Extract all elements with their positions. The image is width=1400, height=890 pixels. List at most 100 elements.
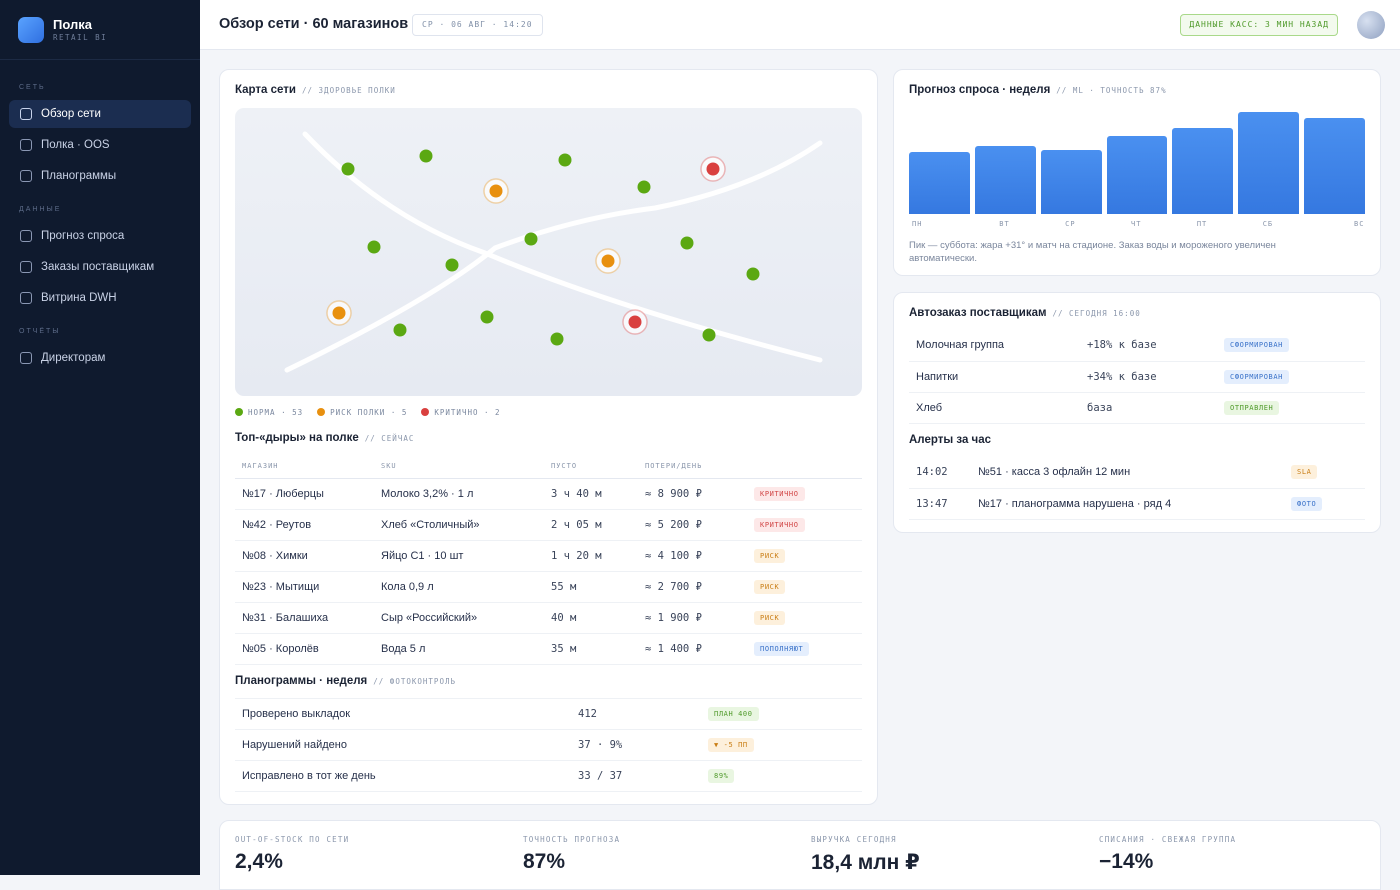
status-badge: РИСК [754, 610, 786, 625]
store-marker-ok[interactable] [558, 153, 572, 167]
table-row[interactable]: №42 · Реутов Хлеб «Столичный» 2 ч 05 м ≈ 5 … [235, 509, 862, 541]
status-badge: ПОПОЛНЯЮТ [754, 641, 810, 656]
store-marker-crit[interactable] [706, 162, 720, 176]
avatar[interactable] [1357, 11, 1385, 39]
forecast-bar[interactable] [1238, 112, 1300, 214]
store-marker-crit[interactable] [628, 315, 642, 329]
forecast-bar[interactable] [909, 152, 970, 214]
table-row[interactable]: №23 · Мытищи Кола 0,9 л 55 м ≈ 2 700 ₽ РИСК [235, 571, 862, 603]
alert-tag-cell: SLA [1291, 457, 1365, 489]
status-cell: РИСК [754, 602, 862, 634]
nav-section-title: ОТЧЁТЫ [19, 328, 61, 335]
status-cell: КРИТИЧНО [754, 478, 862, 510]
data-status-badge: ДАННЫЕ КАСС: 3 МИН НАЗАД [1180, 14, 1338, 36]
legend-label: РИСК ПОЛКИ · 5 [330, 408, 408, 417]
metric-badge-cell: ПЛАН 400 [708, 698, 862, 730]
metric-value: 412 [578, 698, 708, 730]
sidebar-item-directors[interactable]: Директорам [9, 344, 191, 372]
kpi-tile: СПИСАНИЯ · СВЕЖАЯ ГРУППА −14% [1099, 835, 1236, 874]
store-marker-risk[interactable] [601, 254, 615, 268]
loss-cell: ≈ 1 900 ₽ [645, 602, 754, 634]
store-marker-risk[interactable] [489, 184, 503, 198]
alert-text: №51 · касса 3 офлайн 12 мин [978, 457, 1291, 489]
column-header: SKU [381, 454, 551, 479]
square-icon [20, 139, 32, 151]
store-marker-ok[interactable] [480, 310, 494, 324]
sidebar-item-label: Витрина DWH [41, 292, 117, 304]
store-marker-ok[interactable] [702, 328, 716, 342]
bar-tick-label: СР [1065, 220, 1076, 228]
alert-tag: SLA [1291, 465, 1318, 480]
sidebar-item-demand-forecast[interactable]: Прогноз спроса [9, 222, 191, 250]
delta-cell: +18% к базе [1087, 330, 1224, 362]
forecast-bar[interactable] [1106, 136, 1168, 214]
status-badge: ОТПРАВЛЕН [1224, 400, 1280, 415]
store-marker-ok[interactable] [419, 149, 433, 163]
shelf-gaps-table: МАГАЗИН SKU ПУСТО ПОТЕРИ/ДЕНЬ №17 · Любе… [235, 454, 862, 665]
forecast-note: Пик — суббота: жара +31° и матч на стади… [909, 240, 1276, 264]
sidebar-item-label: Планограммы [41, 170, 117, 182]
metric-label: Исправлено в тот же день [235, 760, 578, 792]
legend-item-risk: РИСК ПОЛКИ · 5 [317, 408, 407, 417]
table-row[interactable]: №31 · Балашиха Сыр «Российский» 40 м ≈ 1 90… [235, 602, 862, 634]
sku-cell: Молоко 3,2% · 1 л [381, 478, 551, 510]
sku-cell: Яйцо С1 · 10 шт [381, 540, 551, 572]
card-subtitle: // ML · ТОЧНОСТЬ 87% [1056, 86, 1167, 95]
sidebar: Полка RETAIL BI СЕТЬ Обзор сети Полка · … [0, 0, 200, 875]
store-marker-risk[interactable] [332, 306, 346, 320]
empty-duration-cell: 55 м [551, 571, 645, 603]
sidebar-item-dwh-showcase[interactable]: Витрина DWH [9, 284, 191, 312]
column-header [754, 454, 862, 479]
table-row[interactable]: Молочная группа +18% к базе СФОРМИРОВАН [909, 330, 1365, 362]
store-marker-ok[interactable] [367, 240, 381, 254]
alert-row[interactable]: 14:02 №51 · касса 3 офлайн 12 мин SLA [909, 457, 1365, 489]
store-marker-ok[interactable] [550, 332, 564, 346]
status-badge: РИСК [754, 579, 786, 594]
status-cell: РИСК [754, 540, 862, 572]
forecast-bar[interactable] [1304, 118, 1365, 214]
metric-label: Проверено выкладок [235, 698, 578, 730]
store-marker-ok[interactable] [393, 323, 407, 337]
metric-badge: ПЛАН 400 [708, 707, 759, 721]
status-cell: ОТПРАВЛЕН [1224, 392, 1365, 424]
forecast-bar[interactable] [974, 146, 1036, 214]
legend-label: КРИТИЧНО · 2 [434, 408, 501, 417]
card-title: Карта сети [235, 84, 296, 96]
forecast-bar[interactable] [1172, 128, 1234, 214]
store-marker-ok[interactable] [524, 232, 538, 246]
sidebar-item-shelf-oos[interactable]: Полка · OOS [9, 131, 191, 159]
sidebar-item-network-overview[interactable]: Обзор сети [9, 100, 191, 128]
store-cell: №17 · Люберцы [235, 478, 381, 510]
kpi-tile: ТОЧНОСТЬ ПРОГНОЗА 87% [523, 835, 620, 874]
sidebar-item-supplier-orders[interactable]: Заказы поставщикам [9, 253, 191, 281]
square-icon [20, 230, 32, 242]
table-row[interactable]: №08 · Химки Яйцо С1 · 10 шт 1 ч 20 м ≈ 4 10… [235, 540, 862, 572]
table-row[interactable]: Хлеб база ОТПРАВЛЕН [909, 392, 1365, 424]
group-cell: Молочная группа [909, 330, 1087, 362]
network-map[interactable] [235, 108, 862, 396]
sidebar-item-planograms[interactable]: Планограммы [9, 162, 191, 190]
forecast-bar[interactable] [1040, 150, 1102, 214]
sku-cell: Вода 5 л [381, 633, 551, 665]
network-map-card: Карта сети // ЗДОРОВЬЕ ПОЛКИ НОРМА · 53 Р… [219, 69, 878, 805]
store-marker-ok[interactable] [637, 180, 651, 194]
square-icon [20, 352, 32, 364]
status-cell: СФОРМИРОВАН [1224, 330, 1365, 362]
table-row[interactable]: №05 · Королёв Вода 5 л 35 м ≈ 1 400 ₽ ПОПОЛН… [235, 633, 862, 665]
section-title: Алерты за час [909, 434, 991, 446]
bar-tick-label: ВС [1354, 220, 1365, 228]
kpi-value: 87% [523, 850, 566, 873]
brand-subtitle: RETAIL BI [53, 33, 108, 42]
table-row[interactable]: Напитки +34% к базе СФОРМИРОВАН [909, 361, 1365, 393]
card-title: Прогноз спроса · неделя [909, 84, 1051, 96]
store-marker-ok[interactable] [680, 236, 694, 250]
store-marker-ok[interactable] [341, 162, 355, 176]
loss-cell: ≈ 8 900 ₽ [645, 478, 754, 510]
date-chip[interactable]: СР · 06 АВГ · 14:20 [412, 14, 543, 36]
store-marker-ok[interactable] [445, 258, 459, 272]
brand[interactable]: Полка RETAIL BI [0, 0, 200, 60]
store-marker-ok[interactable] [746, 267, 760, 281]
section-subtitle: // ФОТОКОНТРОЛЬ [373, 677, 456, 686]
